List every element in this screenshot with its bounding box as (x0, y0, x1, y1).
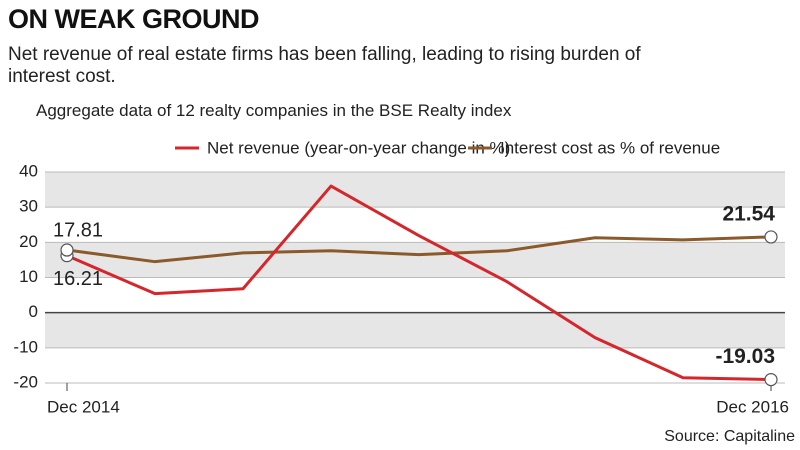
data-label: 21.54 (722, 202, 775, 225)
point-marker (764, 230, 778, 244)
legend-label: Net revenue (year-on-year change in %) (207, 138, 510, 157)
series-line (66, 184, 772, 382)
y-tick-label: -10 (13, 337, 38, 356)
data-label: 17.81 (53, 219, 103, 241)
y-tick-label: 20 (19, 232, 38, 251)
y-tick-label: -20 (13, 372, 38, 391)
chart-title: ON WEAK GROUND (8, 4, 260, 34)
series-line (66, 235, 772, 264)
legend-label: Interest cost as % of revenue (500, 138, 720, 157)
chart-subtitle: Net revenue of real estate firms has bee… (8, 44, 641, 87)
y-tick-label: 0 (29, 302, 38, 321)
x-tick-label: Dec 2014 (47, 397, 120, 416)
source: Source: Capitaline (664, 428, 795, 445)
y-tick-label: 10 (19, 267, 38, 286)
y-tick-label: 40 (19, 161, 38, 180)
chart-note: Aggregate data of 12 realty companies in… (36, 101, 512, 120)
x-tick-label: Dec 2016 (716, 397, 789, 416)
grid-band (45, 172, 785, 208)
data-label: 16.21 (53, 268, 103, 290)
grid-band (45, 242, 785, 278)
point-marker (764, 372, 778, 387)
data-label: -19.03 (715, 345, 775, 368)
point-marker (60, 243, 74, 257)
y-tick-label: 30 (19, 197, 38, 216)
grid-band (45, 312, 785, 348)
